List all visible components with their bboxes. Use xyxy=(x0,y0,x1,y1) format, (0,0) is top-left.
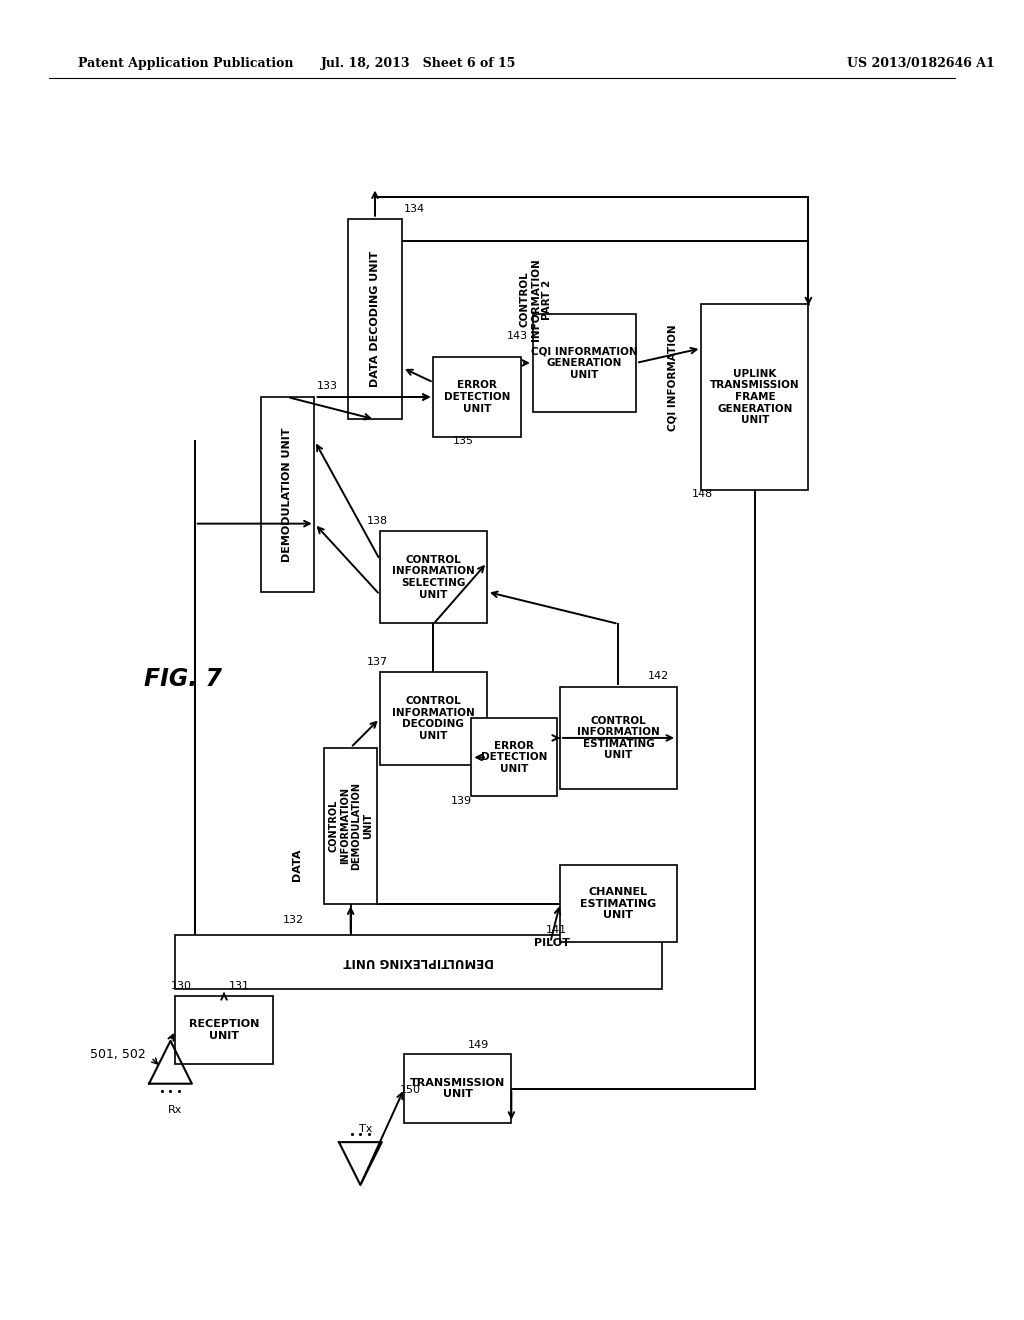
Text: Patent Application Publication: Patent Application Publication xyxy=(78,57,294,70)
Text: FIG. 7: FIG. 7 xyxy=(144,668,222,692)
Text: CONTROL
INFORMATION
DECODING
UNIT: CONTROL INFORMATION DECODING UNIT xyxy=(392,696,475,741)
Text: PILOT: PILOT xyxy=(535,937,570,948)
Bar xyxy=(534,314,636,412)
Bar xyxy=(701,305,808,490)
Text: 141: 141 xyxy=(546,925,566,935)
Bar xyxy=(560,686,677,789)
Text: DATA: DATA xyxy=(292,849,302,880)
Text: 149: 149 xyxy=(468,1040,488,1049)
Text: CONTROL
INFORMATION
SELECTING
UNIT: CONTROL INFORMATION SELECTING UNIT xyxy=(392,554,475,599)
Text: CONTROL
INFORMATION
PART 2: CONTROL INFORMATION PART 2 xyxy=(519,259,552,341)
Bar xyxy=(380,531,487,623)
Bar xyxy=(348,219,401,418)
Text: RECEPTION
UNIT: RECEPTION UNIT xyxy=(188,1019,259,1041)
Text: Tx: Tx xyxy=(358,1125,372,1134)
Text: CQI INFORMATION
GENERATION
UNIT: CQI INFORMATION GENERATION UNIT xyxy=(531,346,638,380)
Bar xyxy=(175,935,663,989)
Text: 138: 138 xyxy=(368,516,388,525)
Text: Rx: Rx xyxy=(168,1105,182,1115)
Bar xyxy=(380,672,487,764)
Text: ERROR
DETECTION
UNIT: ERROR DETECTION UNIT xyxy=(444,380,510,413)
Text: UPLINK
TRANSMISSION
FRAME
GENERATION
UNIT: UPLINK TRANSMISSION FRAME GENERATION UNI… xyxy=(710,368,800,425)
Text: DEMODULATION UNIT: DEMODULATION UNIT xyxy=(283,428,292,562)
Bar xyxy=(433,358,521,437)
Text: DEMULTIPLEXING UNIT: DEMULTIPLEXING UNIT xyxy=(343,956,495,969)
Bar xyxy=(560,865,677,942)
Text: 150: 150 xyxy=(399,1085,420,1096)
Text: 148: 148 xyxy=(691,490,713,499)
Bar xyxy=(175,997,272,1064)
Text: 132: 132 xyxy=(283,915,303,925)
Text: 131: 131 xyxy=(229,981,250,991)
Text: CONTROL
INFORMATION
DEMODULATION
UNIT: CONTROL INFORMATION DEMODULATION UNIT xyxy=(329,781,373,870)
Text: 135: 135 xyxy=(453,436,474,446)
Text: CHANNEL
ESTIMATING
UNIT: CHANNEL ESTIMATING UNIT xyxy=(581,887,656,920)
Bar xyxy=(404,1055,511,1122)
Text: TRANSMISSION
UNIT: TRANSMISSION UNIT xyxy=(411,1077,506,1100)
Text: CQI INFORMATION: CQI INFORMATION xyxy=(667,325,677,430)
Text: 133: 133 xyxy=(316,381,338,391)
Bar xyxy=(471,718,557,796)
Text: US 2013/0182646 A1: US 2013/0182646 A1 xyxy=(848,57,995,70)
Text: 501, 502: 501, 502 xyxy=(90,1048,146,1061)
Text: 130: 130 xyxy=(170,981,191,991)
Text: DATA DECODING UNIT: DATA DECODING UNIT xyxy=(370,251,380,387)
Text: 136: 136 xyxy=(380,731,400,742)
Text: 137: 137 xyxy=(368,657,388,667)
Text: 134: 134 xyxy=(404,205,425,214)
Bar xyxy=(324,747,378,903)
Text: ERROR
DETECTION
UNIT: ERROR DETECTION UNIT xyxy=(481,741,548,774)
Text: CONTROL
INFORMATION
ESTIMATING
UNIT: CONTROL INFORMATION ESTIMATING UNIT xyxy=(578,715,659,760)
Text: Jul. 18, 2013   Sheet 6 of 15: Jul. 18, 2013 Sheet 6 of 15 xyxy=(322,57,516,70)
Text: 142: 142 xyxy=(648,672,669,681)
Text: 143: 143 xyxy=(507,330,527,341)
Bar xyxy=(260,397,314,591)
Text: 139: 139 xyxy=(451,796,472,807)
